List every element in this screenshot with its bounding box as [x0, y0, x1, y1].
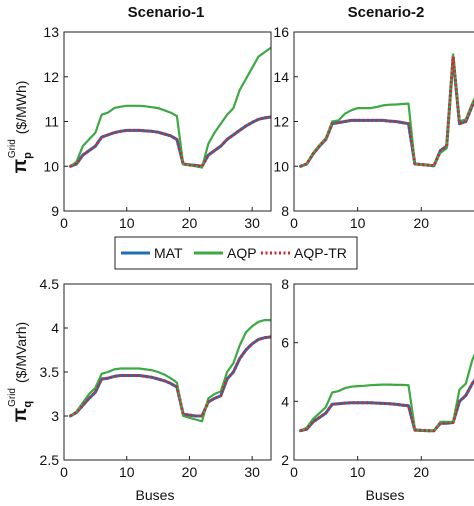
plot-p2: 8101214160102030: [273, 24, 474, 231]
plot-q1: 2.5 3 3.5 4 4.5 0 10 20 30: [40, 276, 272, 480]
x-tick-label: 20: [182, 215, 198, 231]
x-tick-label: 0: [290, 464, 298, 480]
legend-label-mat: MAT: [154, 245, 183, 261]
x-tick-label: 20: [413, 464, 429, 480]
y-tick-label: 8: [281, 203, 289, 219]
y-tick-label: 4.5: [40, 276, 60, 292]
series-line-aqp: [299, 353, 474, 432]
chart-title-scenario-1: Scenario-1: [128, 4, 205, 21]
legend-label-aqp: AQP: [227, 245, 257, 261]
y-axis-label-p: πpGrid($/MWh): [7, 81, 34, 174]
axes-frame: [293, 283, 474, 461]
plot-p1: 9 10 11 12 13 0 10 20 30: [43, 24, 272, 231]
x-tick-label: 20: [182, 464, 198, 480]
y-tick-label: 8: [281, 276, 289, 292]
y-tick-label: 3: [51, 408, 59, 424]
y-tick-label: 13: [43, 24, 59, 40]
series-line-aqp-tr: [69, 115, 271, 168]
axes-frame: [63, 283, 272, 461]
y-tick-label: 9: [51, 203, 59, 219]
y-tick-label: 4: [281, 393, 289, 409]
series-line-mat: [68, 115, 271, 168]
x-tick-label: 10: [119, 215, 135, 231]
series-line-mat: [298, 378, 474, 433]
x-tick-label: 10: [350, 215, 366, 231]
x-tick-label: 30: [244, 464, 260, 480]
axes-frame: [293, 31, 474, 212]
x-tick-label: 0: [60, 215, 68, 231]
y-tick-label: 12: [43, 69, 59, 85]
legend-box: [114, 236, 358, 270]
x-tick-label: 10: [350, 464, 366, 480]
y-tick-label: 3.5: [40, 364, 60, 380]
y-tick-label: 2: [281, 452, 289, 468]
axes-frame: [63, 31, 272, 212]
y-tick-label: 16: [273, 24, 289, 40]
plot-q2: 24680102030: [281, 276, 474, 480]
x-tick-label: 10: [119, 464, 135, 480]
y-tick-label: 12: [273, 114, 289, 130]
y-axis-label-q: πqGrid($/MVarh): [7, 322, 34, 422]
y-tick-label: 10: [273, 158, 289, 174]
x-tick-label: 30: [244, 215, 260, 231]
series-line-aqp-tr: [300, 378, 474, 433]
y-tick-label: 10: [43, 158, 59, 174]
x-tick-label: 0: [60, 464, 68, 480]
legend-label-aqp-tr: AQP-TR: [294, 245, 347, 261]
series-line-aqp: [69, 319, 271, 423]
y-tick-label: 2.5: [40, 452, 60, 468]
y-tick-label: 11: [44, 114, 59, 130]
x-axis-label-left: Buses: [136, 487, 175, 503]
chart-title-scenario-2: Scenario-2: [348, 4, 425, 21]
legend: MAT AQP AQP-TR: [114, 236, 358, 270]
x-tick-label: 0: [290, 215, 298, 231]
series-line-mat: [298, 55, 474, 168]
series-line-mat: [68, 335, 271, 418]
y-tick-label: 14: [273, 69, 289, 85]
x-tick-label: 20: [413, 215, 429, 231]
y-tick-label: 4: [51, 320, 59, 336]
series-line-aqp: [69, 46, 271, 169]
y-tick-label: 6: [281, 335, 289, 351]
x-axis-label-right: Buses: [366, 487, 405, 503]
